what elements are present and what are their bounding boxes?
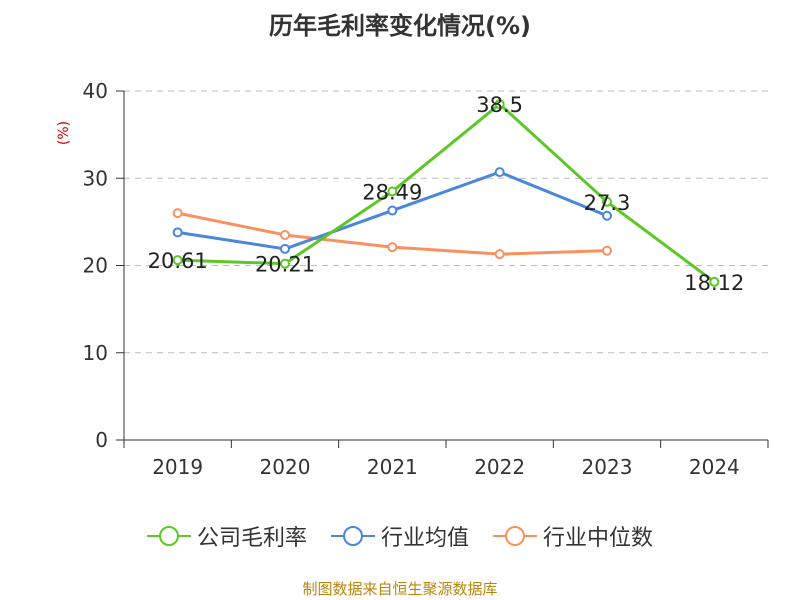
data-label: 20.61 (148, 249, 208, 273)
axes: 0 10 20 30 40 2019 2020 2021 2022 2023 2024 (83, 79, 769, 479)
legend-item[interactable]: 行业均值 (330, 520, 469, 552)
x-tick-label-2023: 2023 (582, 455, 633, 479)
legend-line-circle-icon (330, 526, 375, 546)
legend-line-circle-icon (493, 526, 537, 546)
gridlines (124, 90, 768, 354)
data-label: 38.5 (476, 93, 523, 117)
data-point (387, 242, 398, 253)
series-line-公司毛利率 (177, 102, 716, 284)
y-tick-label: 0 (95, 428, 108, 452)
source-text: 制图数据来自恒生聚源数据库 (302, 580, 498, 598)
x-tick-label-2021: 2021 (367, 455, 418, 479)
data-point (602, 210, 612, 221)
x-tick-label-2020: 2020 (260, 455, 311, 479)
legend: 公司毛利率 行业均值 行业中位数 (0, 520, 800, 552)
x-tick-label-2019: 2019 (152, 455, 203, 479)
data-point (602, 196, 612, 207)
data-point (387, 186, 398, 197)
legend-label: 公司毛利率 (196, 526, 307, 551)
data-labels: 20.61 20.21 28.49 38.5 27.3 18.12 (148, 93, 745, 295)
data-point (494, 167, 505, 178)
legend-label: 行业均值 (380, 526, 469, 551)
data-label: 18.12 (684, 271, 744, 295)
data-point (280, 229, 290, 240)
y-tick-label: 30 (83, 166, 108, 190)
data-point (602, 245, 612, 256)
legend-item[interactable]: 公司毛利率 (146, 520, 307, 552)
y-tick-label: 40 (83, 79, 108, 103)
series-lines (172, 99, 720, 287)
data-label: 20.21 (255, 253, 315, 277)
chart-title: 历年毛利率变化情况(%) (269, 12, 531, 40)
data-point (172, 227, 183, 238)
data-point (387, 205, 398, 216)
data-point (280, 243, 290, 254)
legend-circle (158, 526, 179, 546)
x-tick-label-2022: 2022 (474, 455, 525, 479)
x-tick-label-2024: 2024 (689, 455, 740, 479)
legend-circle (505, 526, 525, 546)
data-point (172, 208, 183, 219)
legend-line-circle-icon (146, 526, 191, 546)
legend-item[interactable]: 行业中位数 (493, 520, 653, 552)
data-point (494, 99, 505, 110)
data-point (494, 249, 505, 260)
y-tick-label: 10 (83, 341, 108, 365)
y-tick-label: 20 (83, 254, 108, 278)
data-point (709, 276, 720, 287)
data-label: 28.49 (362, 180, 422, 204)
legend-circle (342, 526, 363, 546)
data-label: 27.3 (584, 191, 631, 215)
data-point (172, 255, 183, 266)
data-point (280, 258, 290, 269)
legend-label: 行业中位数 (543, 526, 654, 551)
